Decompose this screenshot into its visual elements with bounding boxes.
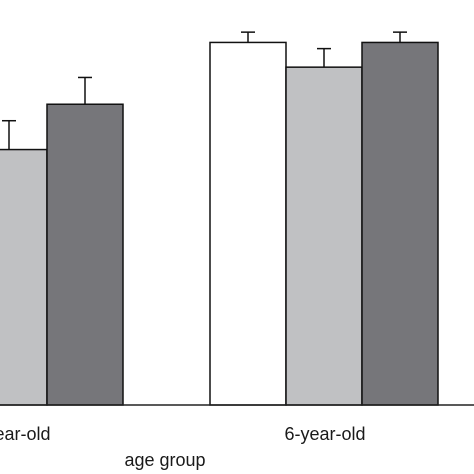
- bar-6-year-old-series-2: [285, 66, 363, 406]
- error-bar-6-year-old-series-2: [317, 47, 331, 68]
- bar-4-year-old-series-3: [46, 103, 124, 406]
- x-tick-label-4-year-old: 4-year-old: [0, 424, 51, 444]
- x-axis-label: age group: [124, 450, 205, 470]
- error-bar-6-year-old-series-3: [393, 31, 407, 43]
- error-bar-4-year-old-series-3: [78, 76, 92, 105]
- bar-4-year-old-series-2: [0, 148, 48, 406]
- x-tick-label-6-year-old: 6-year-old: [284, 424, 365, 444]
- error-bars-group: [2, 31, 407, 150]
- bar-6-year-old-series-1: [209, 41, 287, 406]
- bar-6-year-old-series-3: [361, 41, 439, 406]
- error-bar-4-year-old-series-2: [2, 119, 16, 150]
- error-bar-6-year-old-series-1: [241, 31, 255, 43]
- bars-group: [0, 41, 439, 406]
